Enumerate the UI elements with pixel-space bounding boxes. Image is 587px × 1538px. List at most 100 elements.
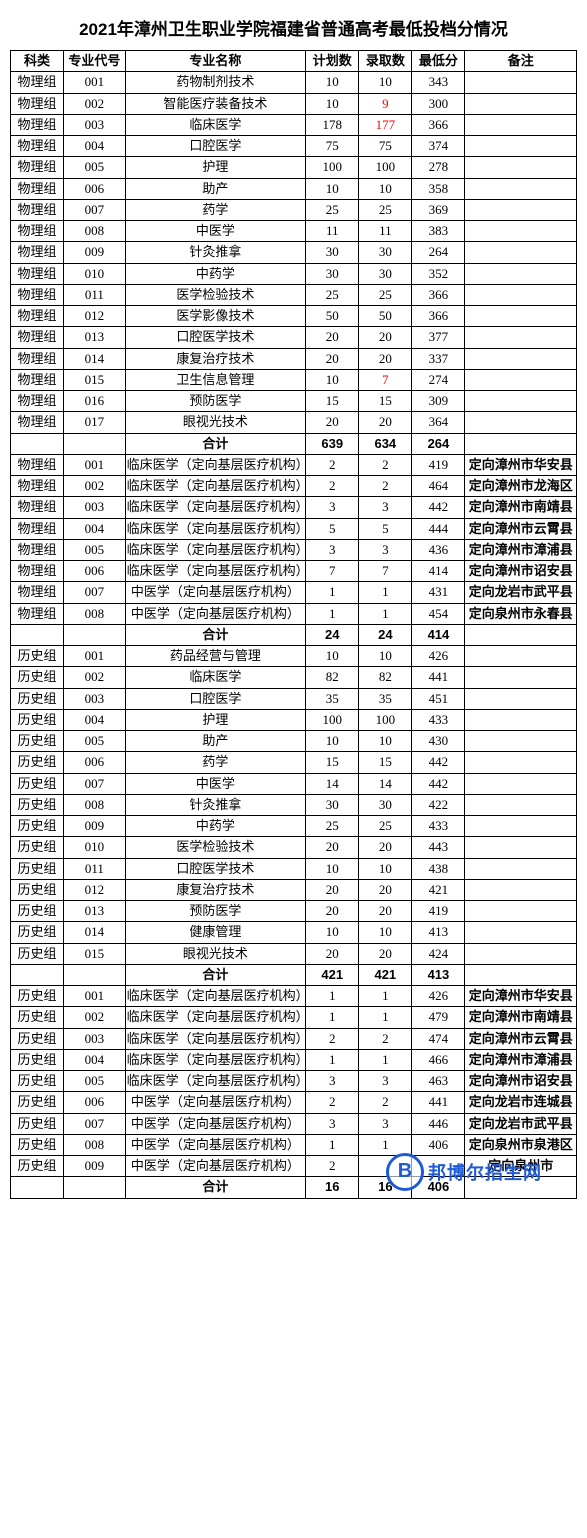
table-cell: 3 [359, 539, 412, 560]
table-cell [465, 242, 577, 263]
table-cell: 临床医学（定向基层医疗机构） [125, 1049, 306, 1070]
table-cell: 007 [64, 1113, 126, 1134]
table-cell: 物理组 [11, 412, 64, 433]
table-cell [465, 794, 577, 815]
table-cell: 定向龙岩市连城县 [465, 1092, 577, 1113]
table-row: 历史组013预防医学2020419 [11, 901, 577, 922]
table-cell: 20 [306, 348, 359, 369]
subtotal-row: 合计421421413 [11, 964, 577, 985]
table-row: 历史组004临床医学（定向基层医疗机构）11466定向漳州市漳浦县 [11, 1049, 577, 1070]
table-cell: 定向龙岩市武平县 [465, 1113, 577, 1134]
table-cell: 274 [412, 369, 465, 390]
table-cell: 433 [412, 816, 465, 837]
table-cell: 历史组 [11, 986, 64, 1007]
table-cell: 431 [412, 582, 465, 603]
table-cell: 30 [359, 794, 412, 815]
table-row: 历史组002临床医学8282441 [11, 667, 577, 688]
table-row: 物理组015卫生信息管理107274 [11, 369, 577, 390]
table-cell: 物理组 [11, 178, 64, 199]
table-cell: 历史组 [11, 1156, 64, 1177]
table-cell: 414 [412, 561, 465, 582]
table-cell: 5 [359, 518, 412, 539]
table-cell: 50 [359, 306, 412, 327]
subtotal-cell: 合计 [125, 624, 306, 645]
table-cell: 10 [306, 178, 359, 199]
table-cell: 015 [64, 943, 126, 964]
table-cell: 定向漳州市漳浦县 [465, 1049, 577, 1070]
table-cell: 300 [412, 93, 465, 114]
table-cell: 419 [412, 454, 465, 475]
header-admitted: 录取数 [359, 51, 412, 72]
table-cell: 医学影像技术 [125, 306, 306, 327]
table-cell: 474 [412, 1028, 465, 1049]
table-cell: 424 [412, 943, 465, 964]
table-cell [465, 412, 577, 433]
table-row: 历史组002临床医学（定向基层医疗机构）11479定向漳州市南靖县 [11, 1007, 577, 1028]
table-cell: 14 [359, 773, 412, 794]
table-cell: 2 [359, 454, 412, 475]
table-cell: 口腔医学 [125, 136, 306, 157]
table-cell: 413 [412, 922, 465, 943]
table-cell: 物理组 [11, 391, 64, 412]
table-cell: 30 [359, 263, 412, 284]
table-cell: 364 [412, 412, 465, 433]
table-cell: 25 [306, 284, 359, 305]
table-cell: 定向漳州市龙海区 [465, 476, 577, 497]
table-cell: 2 [306, 1156, 359, 1177]
table-cell: 50 [306, 306, 359, 327]
table-cell: 012 [64, 879, 126, 900]
subtotal-cell [11, 624, 64, 645]
table-row: 历史组006中医学（定向基层医疗机构）22441定向龙岩市连城县 [11, 1092, 577, 1113]
table-cell: 454 [412, 603, 465, 624]
table-cell: 001 [64, 986, 126, 1007]
table-row: 物理组005临床医学（定向基层医疗机构）33436定向漳州市漳浦县 [11, 539, 577, 560]
subtotal-cell: 421 [359, 964, 412, 985]
table-cell [465, 72, 577, 93]
table-cell: 1 [359, 1049, 412, 1070]
table-cell: 419 [412, 901, 465, 922]
table-cell: 004 [64, 1049, 126, 1070]
table-cell: 历史组 [11, 709, 64, 730]
table-cell: 464 [412, 476, 465, 497]
table-cell [465, 199, 577, 220]
table-cell: 1 [306, 582, 359, 603]
header-major-name: 专业名称 [125, 51, 306, 72]
table-cell: 3 [359, 1071, 412, 1092]
table-row: 物理组007药学2525369 [11, 199, 577, 220]
table-cell: 定向漳州市南靖县 [465, 497, 577, 518]
table-cell: 历史组 [11, 1113, 64, 1134]
table-cell [465, 731, 577, 752]
table-cell: 264 [412, 242, 465, 263]
table-cell: 436 [412, 539, 465, 560]
table-cell: 463 [412, 1071, 465, 1092]
table-cell: 智能医疗装备技术 [125, 93, 306, 114]
table-cell: 中医学（定向基层医疗机构） [125, 1113, 306, 1134]
table-cell: 451 [412, 688, 465, 709]
table-cell: 2 [359, 476, 412, 497]
table-cell: 10 [359, 72, 412, 93]
table-row: 历史组007中医学（定向基层医疗机构）33446定向龙岩市武平县 [11, 1113, 577, 1134]
table-cell: 口腔医学技术 [125, 858, 306, 879]
table-cell: 预防医学 [125, 901, 306, 922]
table-cell: 历史组 [11, 646, 64, 667]
subtotal-cell [465, 964, 577, 985]
table-row: 物理组012医学影像技术5050366 [11, 306, 577, 327]
table-cell: 物理组 [11, 263, 64, 284]
table-cell: 366 [412, 306, 465, 327]
table-row: 历史组001临床医学（定向基层医疗机构）11426定向漳州市华安县 [11, 986, 577, 1007]
table-cell: 历史组 [11, 1071, 64, 1092]
table-cell: 临床医学（定向基层医疗机构） [125, 986, 306, 1007]
table-cell: 健康管理 [125, 922, 306, 943]
table-cell: 历史组 [11, 752, 64, 773]
table-cell: 物理组 [11, 306, 64, 327]
table-cell: 374 [412, 136, 465, 157]
table-cell: 100 [306, 709, 359, 730]
table-cell: 10 [359, 178, 412, 199]
table-cell: 35 [359, 688, 412, 709]
table-cell: 物理组 [11, 518, 64, 539]
table-cell: 433 [412, 709, 465, 730]
table-cell: 10 [306, 858, 359, 879]
table-cell: 临床医学（定向基层医疗机构） [125, 1071, 306, 1092]
table-cell: 20 [359, 837, 412, 858]
table-cell: 014 [64, 922, 126, 943]
